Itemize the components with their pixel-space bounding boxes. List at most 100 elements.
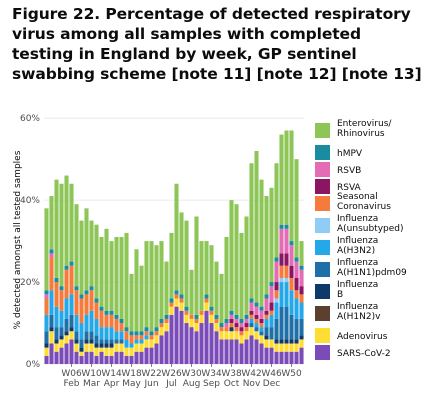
bar-segment-h1pdm — [49, 314, 54, 328]
legend-label-h1pdm: Influenza A(H1N1)pdm09 — [337, 258, 407, 278]
bar-segment-sars — [189, 327, 194, 364]
x-month-label: Mar — [83, 379, 100, 389]
bar-segment-h3n2 — [49, 290, 54, 315]
bar-segment-sars — [144, 347, 149, 364]
bar-segment-sars — [129, 355, 134, 364]
bar-segment-rsvb — [244, 318, 249, 324]
bar-segment-adeno — [49, 331, 54, 344]
bar-segment-rhino — [229, 200, 234, 311]
bar-segment-sars — [54, 351, 59, 364]
bar-segment-seasonal — [189, 314, 194, 319]
bar-segment-hmpv — [289, 241, 294, 246]
bar-segment-rsvb — [289, 245, 294, 266]
x-tick-label: W30 — [181, 369, 202, 379]
legend-label-rhino: Enterovirus/Rhinovirus — [337, 119, 392, 139]
bar-segment-h1pdm — [249, 323, 254, 328]
legend-label-h1n2: Influenza A(H1N2)v — [337, 302, 381, 322]
bar-segment-fluB — [94, 343, 99, 348]
bar-segment-seasonal — [289, 277, 294, 291]
bar-segment-rhino — [219, 273, 224, 324]
bar-segment-hmpv — [219, 323, 224, 328]
bar-segment-seasonal — [84, 294, 89, 315]
bar-segment-fluB — [99, 343, 104, 348]
bar-segment-seasonal — [129, 335, 134, 344]
bar-segment-h3n2 — [124, 339, 129, 348]
bar-segment-rhino — [299, 241, 304, 266]
bar-segment-hmpv — [244, 314, 249, 319]
bar-segment-sars — [59, 347, 64, 364]
bar-segment-hmpv — [174, 290, 179, 295]
bar-segment-h3n2 — [274, 302, 279, 319]
bar-segment-adeno — [84, 343, 89, 352]
bar-segment-adeno — [124, 347, 129, 356]
bar-segment-fluB — [289, 339, 294, 344]
x-tick-label: W38 — [221, 369, 242, 379]
bar-segment-h1pdm — [114, 339, 119, 344]
bar-segment-h3n2 — [99, 327, 104, 340]
bar-segment-hmpv — [279, 224, 284, 229]
bar-segment-adeno — [129, 347, 134, 356]
legend-label-seasonal: Seasonal Coronavirus — [337, 192, 391, 212]
bar-segment-fluB — [74, 339, 79, 344]
bar-segment-seasonal — [284, 265, 289, 278]
bar-segment-sars — [244, 339, 249, 364]
bar-segment-rhino — [179, 212, 184, 295]
bar-segment-sars — [184, 323, 189, 364]
bar-segment-seasonal — [124, 331, 129, 340]
bar-segment-adeno — [74, 343, 79, 352]
legend-swatch-sars — [315, 345, 330, 360]
bar-segment-sars — [284, 351, 289, 364]
bar-segment-unsub — [284, 277, 289, 283]
bar-segment-rhino — [84, 208, 89, 291]
bar-segment-seasonal — [104, 314, 109, 328]
bar-segment-rsvb — [274, 261, 279, 283]
bar-segment-adeno — [239, 335, 244, 344]
bar-segment-sars — [74, 351, 79, 364]
bar-segment-hmpv — [149, 331, 154, 336]
bar-segment-seasonal — [274, 290, 279, 299]
bar-segment-sars — [214, 331, 219, 364]
bar-segment-h3n2 — [264, 318, 269, 328]
bar-segment-seasonal — [199, 310, 204, 315]
bar-segment-hmpv — [144, 327, 149, 332]
bar-segment-sars — [169, 314, 174, 364]
bar-segment-rhino — [94, 224, 99, 299]
bar-segment-adeno — [64, 335, 69, 344]
bar-segment-sars — [294, 351, 299, 364]
bar-segment-seasonal — [149, 335, 154, 340]
bar-segment-sars — [149, 347, 154, 364]
bar-segment-seasonal — [154, 331, 159, 336]
bar-segment-rsva — [244, 323, 249, 328]
bar-segment-rsvb — [229, 314, 234, 319]
bar-segment-fluB — [229, 327, 234, 332]
bar-segment-rhino — [139, 265, 144, 332]
bar-segment-seasonal — [94, 302, 99, 319]
figure-title: Figure 22. Percentage of detected respir… — [12, 5, 422, 83]
bar-segment-rsva — [289, 265, 294, 278]
bar-segment-sars — [64, 343, 69, 364]
bar-segment-fluB — [284, 339, 289, 344]
bar-segment-rhino — [199, 241, 204, 311]
bar-segment-rhino — [89, 220, 94, 287]
bar-segment-rhino — [64, 175, 69, 266]
bar-segment-seasonal — [179, 298, 184, 303]
bar-segment-adeno — [199, 314, 204, 324]
bar-segment-hmpv — [169, 298, 174, 303]
bar-segment-hmpv — [134, 331, 139, 336]
bar-segment-h1pdm — [269, 327, 274, 340]
bar-segment-rsva — [299, 286, 304, 295]
bar-segment-hmpv — [64, 265, 69, 270]
bar-segment-h1pdm — [79, 339, 84, 348]
bar-segment-rsvb — [239, 323, 244, 328]
bar-segment-unsub — [274, 298, 279, 303]
bar-segment-sars — [239, 343, 244, 364]
bar-segment-seasonal — [219, 327, 224, 332]
bar-segment-hmpv — [109, 310, 114, 315]
bar-segment-rhino — [99, 237, 104, 307]
legend-label-fluB: Influenza B — [337, 280, 378, 300]
bar-segment-h3n2 — [69, 294, 74, 315]
bar-segment-sars — [259, 343, 264, 364]
bar-segment-sars — [79, 355, 84, 364]
x-tick-label: W14 — [101, 369, 122, 379]
bar-segment-rhino — [184, 220, 189, 307]
